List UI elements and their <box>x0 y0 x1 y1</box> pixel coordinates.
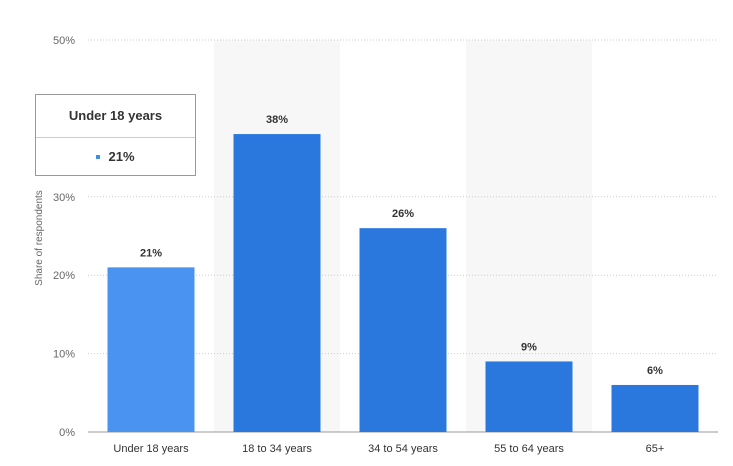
data-label: 9% <box>521 341 537 353</box>
x-tick-label: 18 to 34 years <box>242 443 312 455</box>
y-tick-label: 50% <box>53 35 75 47</box>
x-tick-label: Under 18 years <box>113 443 189 455</box>
y-tick-label: 10% <box>53 349 75 361</box>
data-label: 38% <box>266 114 288 126</box>
x-tick-label: 65+ <box>646 443 665 455</box>
bars <box>107 134 699 432</box>
y-tick-label: 0% <box>59 427 75 439</box>
tooltip: Under 18 years 21% <box>35 94 196 176</box>
data-label: 21% <box>140 247 162 259</box>
data-labels: 21% 38% 26% 9% 6% <box>140 114 663 377</box>
x-axis-categories: Under 18 years 18 to 34 years 34 to 54 yea… <box>113 443 664 455</box>
bar[interactable] <box>611 384 699 432</box>
bar[interactable] <box>359 228 447 432</box>
tooltip-value: 21% <box>108 149 135 164</box>
bar[interactable] <box>107 267 195 432</box>
y-tick-label: 30% <box>53 192 75 204</box>
y-tick-label: 20% <box>53 270 75 282</box>
data-label: 6% <box>647 365 663 377</box>
series-marker-icon <box>96 154 101 159</box>
data-label: 26% <box>392 208 414 220</box>
tooltip-body: 21% <box>36 138 195 176</box>
bar[interactable] <box>485 361 573 432</box>
y-axis-title: Share of respondents <box>34 190 45 286</box>
bar[interactable] <box>233 134 321 432</box>
tooltip-title: Under 18 years <box>36 95 195 138</box>
x-tick-label: 55 to 64 years <box>494 443 564 455</box>
x-tick-label: 34 to 54 years <box>368 443 438 455</box>
y-axis-ticks: 0% 10% 20% 30% 50% <box>53 35 75 439</box>
